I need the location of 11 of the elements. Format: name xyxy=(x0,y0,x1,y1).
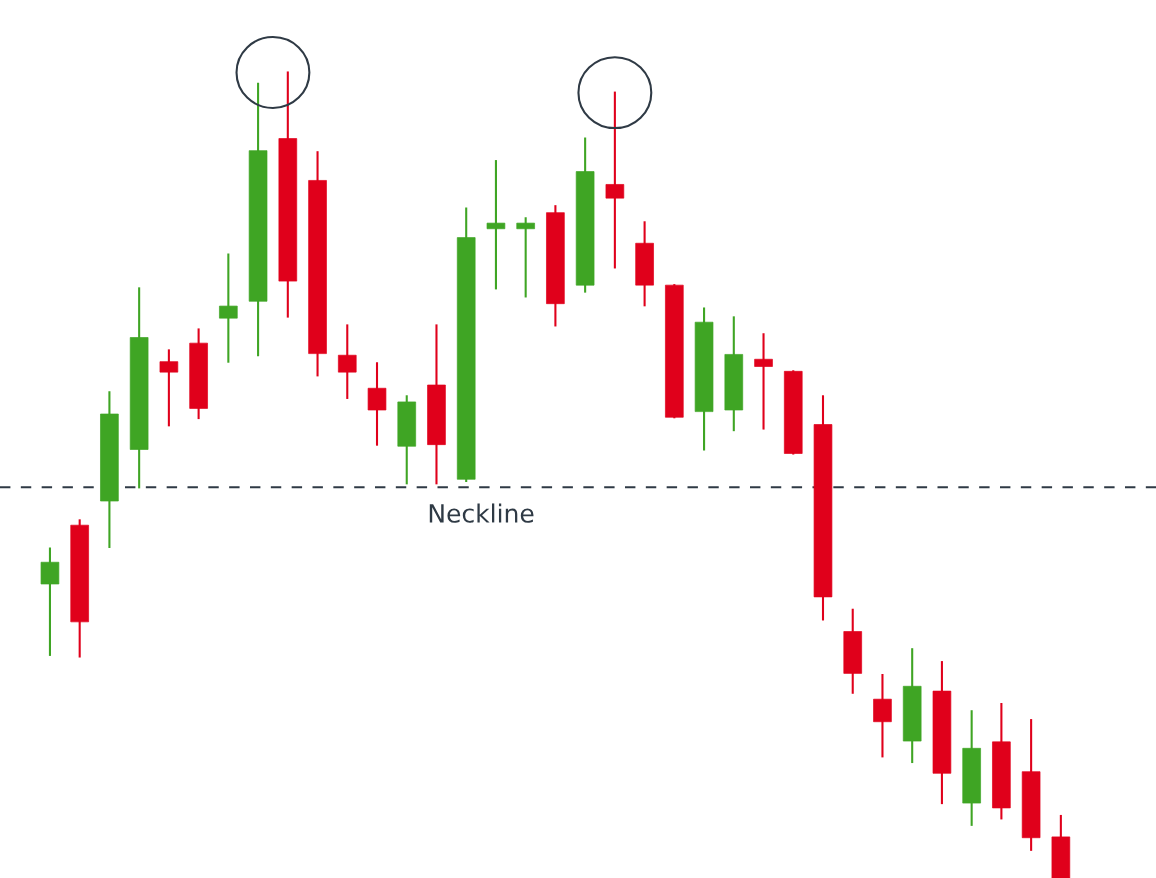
candlestick xyxy=(338,324,357,399)
candlestick xyxy=(605,91,625,269)
candlestick xyxy=(873,673,892,758)
candlestick xyxy=(40,547,60,656)
candlestick xyxy=(754,333,773,430)
ref-line-label: Neckline xyxy=(429,503,534,523)
candlestick xyxy=(516,217,535,298)
candlestick xyxy=(486,160,506,290)
candlestick xyxy=(159,349,179,427)
candlestick xyxy=(219,253,238,363)
candlestick xyxy=(367,362,387,446)
